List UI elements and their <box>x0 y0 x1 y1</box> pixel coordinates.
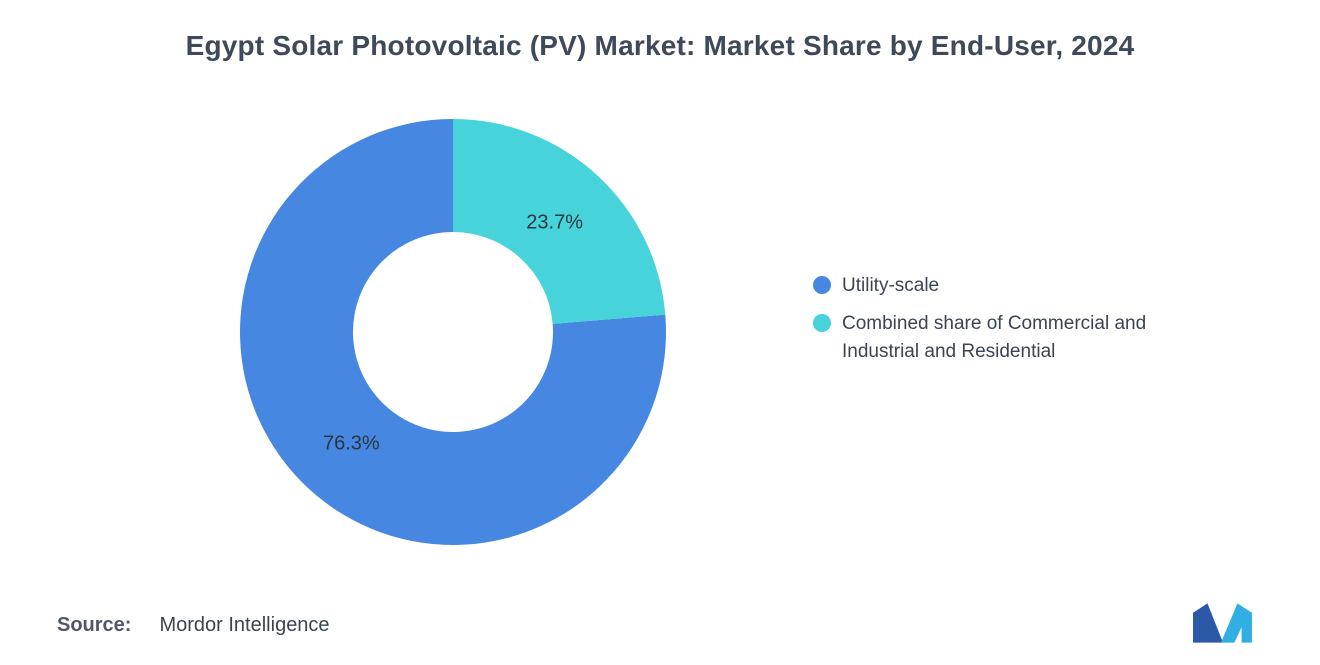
mordor-intelligence-logo <box>1193 603 1252 643</box>
source-label: Source: <box>57 614 132 636</box>
legend-marker-combined-share <box>813 314 831 332</box>
source-value: Mordor Intelligence <box>159 614 330 636</box>
slice-label: 76.3% <box>323 432 380 454</box>
pie-slice-utility-scale[interactable] <box>240 119 666 545</box>
pie-slice-combined-share-of-commercial-and-industr[interactable] <box>453 119 666 324</box>
donut-chart: 76.3% 23.7% <box>240 119 666 545</box>
legend: Utility-scale Combined share of Commerci… <box>813 272 1222 366</box>
legend-label-combined-share: Combined share of Commercial and Industr… <box>842 313 1147 362</box>
source-line: Source: Mordor Intelligence <box>57 614 330 637</box>
chart-title: Egypt Solar Photovoltaic (PV) Market: Ma… <box>185 30 1135 61</box>
slice-label: 23.7% <box>526 212 583 234</box>
legend-item-combined-share[interactable]: Combined share of Commercial and Industr… <box>813 310 1222 366</box>
legend-item-utility-scale[interactable]: Utility-scale <box>813 272 1222 300</box>
legend-label-utility-scale: Utility-scale <box>842 275 940 296</box>
legend-marker-utility-scale <box>813 276 831 294</box>
